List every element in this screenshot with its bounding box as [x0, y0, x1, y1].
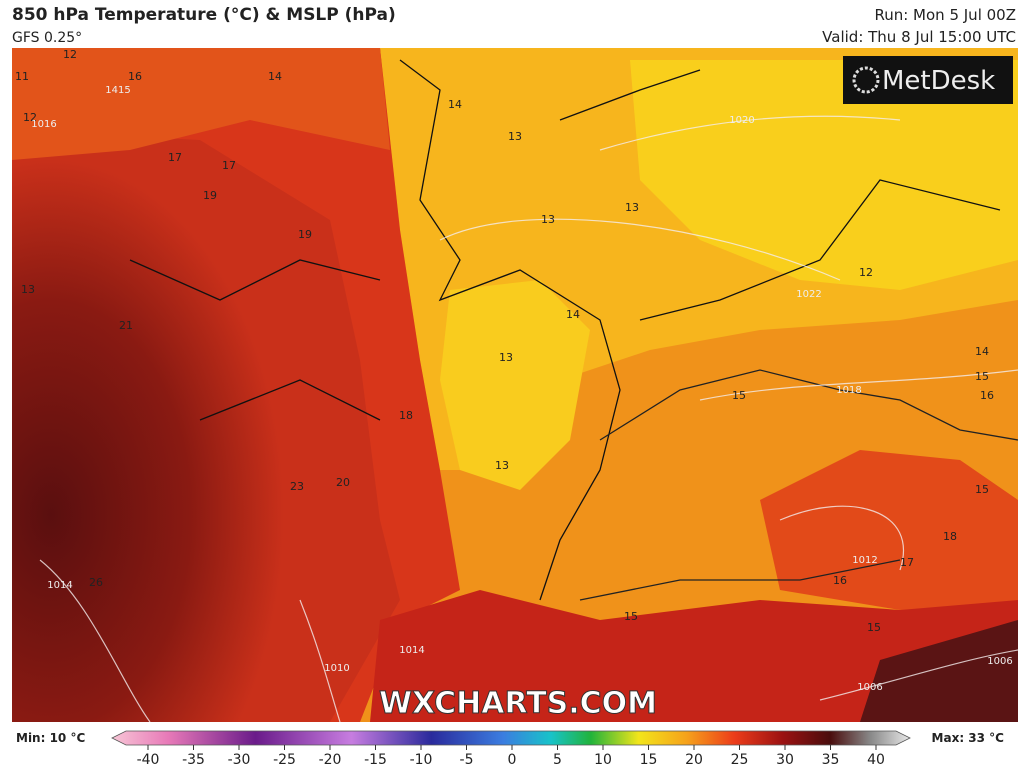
temperature-label: 17 — [222, 159, 236, 172]
temperature-label: 19 — [298, 228, 312, 241]
temperature-label: 15 — [975, 370, 989, 383]
temperature-label: 12 — [63, 48, 77, 61]
south-red-band — [370, 560, 1018, 722]
colorbar-tick-label: 5 — [553, 752, 562, 768]
logo-icon — [852, 66, 880, 94]
isobar-label: 1018 — [836, 385, 861, 396]
temperature-label: 12 — [23, 111, 37, 124]
temperature-label: 26 — [89, 576, 103, 589]
colorbar-tick-label: -20 — [319, 752, 342, 768]
turkey-red — [760, 450, 1018, 610]
temperature-label: 23 — [290, 480, 304, 493]
temperature-label: 16 — [128, 70, 142, 83]
colorbar-tick-label: -10 — [410, 752, 433, 768]
temperature-label: 14 — [975, 345, 989, 358]
colorbar-tick-label: -5 — [460, 752, 474, 768]
temperature-label: 14 — [268, 70, 282, 83]
temperature-label: 15 — [732, 389, 746, 402]
isobar-label: 1016 — [31, 119, 56, 130]
temperature-label: 13 — [495, 459, 509, 472]
temperature-label: 20 — [336, 476, 350, 489]
isobar-label: 1012 — [852, 555, 877, 566]
colorbar-tick-label: 35 — [822, 752, 840, 768]
temperature-label: 19 — [203, 189, 217, 202]
isobar-label: 1014 — [47, 580, 72, 591]
colorbar-tick-label: -30 — [228, 752, 251, 768]
isobar-label: 1010 — [324, 663, 349, 674]
run-time: Run: Mon 5 Jul 00Z — [874, 6, 1016, 24]
isobar-label: 1020 — [729, 115, 754, 126]
temperature-label: 17 — [168, 151, 182, 164]
temperature-label: 21 — [119, 319, 133, 332]
southeast-dark — [860, 620, 1018, 722]
isobar-label: 1022 — [796, 289, 821, 300]
isobars — [39, 115, 1018, 722]
colorbar-tick-label: -35 — [182, 752, 205, 768]
temperature-label: 13 — [541, 213, 555, 226]
model: GFS 0.25° — [12, 30, 82, 46]
colorbar-tick-label: -15 — [364, 752, 387, 768]
colorbar-tick-label: 0 — [508, 752, 517, 768]
temperature-label: 15 — [975, 483, 989, 496]
isobar-label: 1006 — [857, 682, 882, 693]
temperature-label: 13 — [508, 130, 522, 143]
temperature-label: 16 — [980, 389, 994, 402]
temperature-label: 11 — [15, 70, 29, 83]
colorbar-tick-label: 15 — [640, 752, 658, 768]
temperature-label: 14 — [448, 98, 462, 111]
temperature-label: 12 — [859, 266, 873, 279]
colorbar-tick-label: 30 — [776, 752, 794, 768]
colorbar-tick-label: 10 — [594, 752, 612, 768]
isobar-label: 1014 — [399, 645, 424, 656]
isobar-label: 1415 — [105, 85, 130, 96]
romania-yellow — [440, 280, 590, 490]
temperature-label: 14 — [566, 308, 580, 321]
title: 850 hPa Temperature (°C) & MSLP (hPa) — [12, 5, 396, 25]
coastline — [579, 369, 1018, 601]
temperature-label: 17 — [900, 556, 914, 569]
colorbar-tick-label: -40 — [137, 752, 160, 768]
temperature-label: 13 — [21, 283, 35, 296]
cool-yellow-region — [630, 60, 1018, 290]
temperature-label: 15 — [867, 621, 881, 634]
colorbar-tick-label: 25 — [731, 752, 749, 768]
max-label: Max: 33 °C — [932, 731, 1005, 745]
valid-time: Valid: Thu 8 Jul 15:00 UTC — [822, 28, 1016, 46]
temperature-label: 13 — [499, 351, 513, 364]
borders — [129, 59, 1001, 601]
temperature-label: 16 — [833, 574, 847, 587]
min-label: Min: 10 °C — [16, 731, 85, 745]
temperature-label: 15 — [624, 610, 638, 623]
colorbar-tick-label: 20 — [685, 752, 703, 768]
watermark: WXCHARTS.COM — [379, 686, 657, 721]
colorbar — [111, 730, 911, 746]
temperature-label: 18 — [943, 530, 957, 543]
logo: MetDesk — [882, 66, 995, 96]
hot-region — [12, 130, 400, 722]
colorbar-tick-label: -25 — [273, 752, 296, 768]
colorbar-tick-label: 40 — [867, 752, 885, 768]
temperature-label: 13 — [625, 201, 639, 214]
isobar-label: 1006 — [987, 656, 1012, 667]
logo-box — [843, 56, 1013, 104]
temperature-label: 18 — [399, 409, 413, 422]
north-orange — [12, 48, 390, 160]
